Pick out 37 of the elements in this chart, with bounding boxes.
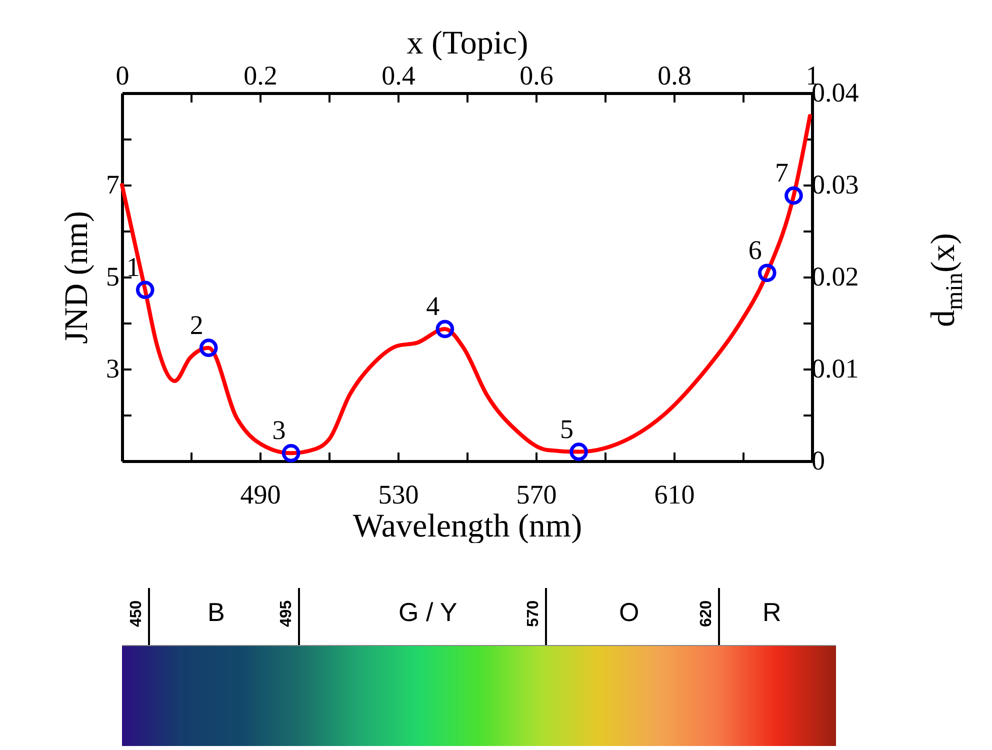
y-tick-label: 7	[106, 170, 120, 200]
x-tick-label: 530	[378, 480, 419, 510]
annotation: 7	[774, 158, 788, 188]
x2-tick-label: 0.6	[520, 60, 554, 90]
x2-tick-label: 0.8	[658, 60, 692, 90]
text: 620	[698, 600, 715, 627]
annotation: 3	[272, 415, 286, 446]
text: 495	[278, 600, 295, 627]
annotation: 6	[748, 234, 762, 265]
x-tick-label: 490	[240, 480, 281, 510]
x-tick-label: 610	[654, 480, 695, 510]
line-series	[120, 114, 812, 456]
annotation: 1	[126, 252, 140, 282]
y-tick-label: 3	[106, 354, 120, 384]
text: 450	[128, 600, 145, 627]
y-axis-title: JND (nm)	[59, 211, 95, 344]
point	[136, 280, 154, 300]
point	[282, 444, 300, 462]
text: R	[762, 597, 782, 627]
x-tick-label: 570	[516, 480, 557, 510]
point	[570, 442, 588, 461]
x2-tick-label: 0	[116, 60, 130, 90]
y-tick-label: 5	[106, 262, 120, 292]
text: 570	[525, 600, 542, 627]
point	[436, 320, 454, 338]
x2-tick-label: 0.2	[244, 60, 278, 90]
text: G / Y	[398, 597, 458, 627]
annotation: 2	[190, 310, 204, 340]
text: O	[619, 597, 640, 627]
x2-axis-title: x (Topic)	[406, 26, 528, 62]
point	[199, 338, 218, 357]
x2-tick-label: 0.4	[382, 60, 416, 90]
text: B	[208, 597, 225, 627]
point	[758, 264, 776, 282]
point	[784, 186, 803, 205]
annotation: 4	[426, 290, 440, 321]
annotation: 5	[560, 414, 574, 444]
